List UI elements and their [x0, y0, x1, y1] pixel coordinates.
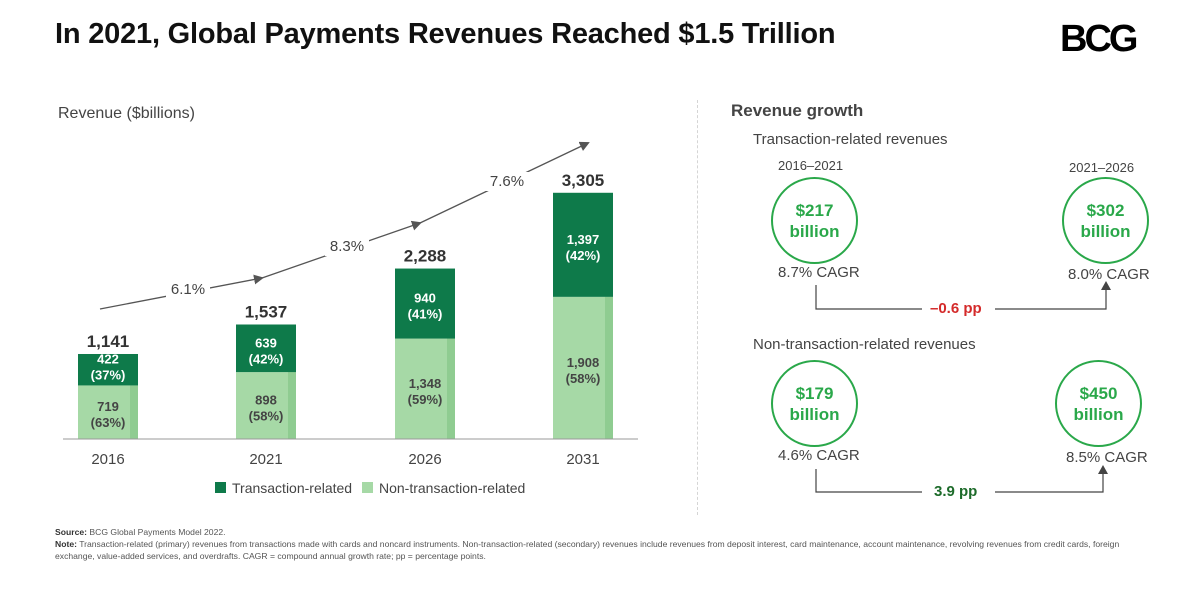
transaction-left-value: $217 — [795, 200, 834, 220]
label-total-2026: 2,288 — [404, 247, 447, 266]
legend-label-nontransaction: Non-transaction-related — [379, 480, 525, 496]
bcg-logo: BCG — [1060, 18, 1138, 60]
label-transaction-value-2016: 422 — [97, 352, 119, 367]
legend-swatch-nontransaction — [362, 482, 373, 493]
period-right: 2021–2026 — [1069, 160, 1135, 175]
label-transaction-share-2031: (42%) — [566, 248, 601, 263]
nontransaction-right-cagr: 8.5% CAGR — [1066, 449, 1148, 466]
label-nontransaction-value-2031: 1,908 — [567, 355, 600, 370]
x-tick-label-2016: 2016 — [91, 451, 124, 468]
transaction-right-cagr: 8.0% CAGR — [1068, 266, 1150, 283]
footnotes: Source: BCG Global Payments Model 2022. … — [55, 526, 1145, 562]
label-nontransaction-share-2031: (58%) — [566, 371, 601, 386]
x-tick-label-2026: 2026 — [408, 451, 441, 468]
bar-nontransaction-2021 — [236, 372, 296, 439]
page-title: In 2021, Global Payments Revenues Reache… — [55, 18, 836, 50]
nontransaction-left-cagr: 4.6% CAGR — [778, 447, 860, 464]
nontransaction-delta: 3.9 pp — [934, 483, 978, 500]
growth-label-bg-3 — [485, 172, 529, 191]
section-divider — [697, 100, 698, 515]
bar-transaction-2031 — [553, 192, 613, 297]
label-total-2016: 1,141 — [87, 332, 130, 351]
x-tick-label-2031: 2031 — [566, 451, 599, 468]
bar-transaction-2026 — [395, 268, 455, 339]
nontransaction-left-circle: $179 billion — [771, 360, 858, 447]
growth-label-bg-1 — [166, 280, 210, 299]
bar-nontransaction-shade-2016 — [130, 385, 138, 439]
label-transaction-share-2026: (41%) — [408, 307, 443, 322]
label-total-2031: 3,305 — [562, 171, 605, 190]
label-nontransaction-value-2016: 719 — [97, 399, 119, 414]
label-transaction-share-2016: (37%) — [91, 368, 126, 383]
nontransaction-right-unit: billion — [1073, 404, 1124, 424]
x-tick-label-2021: 2021 — [249, 451, 282, 468]
label-nontransaction-share-2021: (58%) — [249, 409, 284, 424]
bar-nontransaction-shade-2021 — [288, 372, 296, 439]
label-total-2021: 1,537 — [245, 302, 288, 321]
bar-nontransaction-2031 — [553, 296, 613, 439]
bar-nontransaction-2026 — [395, 338, 455, 439]
growth-label-3: 7.6% — [490, 173, 524, 190]
label-transaction-value-2031: 1,397 — [567, 232, 600, 247]
transaction-left-unit: billion — [789, 221, 840, 241]
source-note: Source: BCG Global Payments Model 2022. — [55, 526, 1145, 538]
nontransaction-right-circle: $450 billion — [1055, 360, 1142, 447]
label-transaction-value-2026: 940 — [414, 291, 436, 306]
bar-nontransaction-shade-2031 — [605, 296, 613, 439]
bar-transaction-2016 — [78, 353, 138, 386]
source-label: Source: — [55, 527, 87, 537]
note-label: Note: — [55, 539, 77, 549]
growth-label-1: 6.1% — [171, 281, 205, 298]
nontransaction-left-unit: billion — [789, 404, 840, 424]
nontransaction-delta-connector — [815, 465, 1108, 493]
label-transaction-value-2021: 639 — [255, 335, 277, 350]
transaction-left-cagr: 8.7% CAGR — [778, 264, 860, 281]
stacked-bar-chart: Revenue ($billions) 719(63%) 422(37%) 1,14… — [58, 105, 638, 496]
bar-transaction-2021 — [236, 324, 296, 373]
y-axis-label: Revenue ($billions) — [58, 105, 195, 122]
label-nontransaction-value-2026: 1,348 — [409, 376, 442, 391]
label-nontransaction-share-2016: (63%) — [91, 415, 126, 430]
transaction-right-circle: $302 billion — [1062, 177, 1149, 264]
growth-heading: Revenue growth — [731, 101, 864, 120]
transaction-right-unit: billion — [1080, 221, 1131, 241]
note: Note: Transaction-related (primary) reve… — [55, 538, 1145, 562]
legend-swatch-transaction — [215, 482, 226, 493]
transaction-delta: –0.6 pp — [930, 300, 982, 317]
transaction-delta-connector — [815, 281, 1111, 310]
transaction-right-value: $302 — [1086, 200, 1125, 220]
note-text: Transaction-related (primary) revenues f… — [55, 539, 1120, 561]
growth-label-bg-2 — [325, 237, 369, 256]
nontransaction-left-value: $179 — [795, 383, 834, 403]
nontransaction-growth-title: Non-transaction-related revenues — [753, 336, 976, 353]
growth-label-2: 8.3% — [330, 238, 364, 255]
bar-nontransaction-2016 — [78, 385, 138, 439]
bar-nontransaction-shade-2026 — [447, 338, 455, 439]
label-nontransaction-value-2021: 898 — [255, 393, 277, 408]
label-transaction-share-2021: (42%) — [249, 351, 284, 366]
transaction-left-circle: $217 billion — [771, 177, 858, 264]
transaction-growth-title: Transaction-related revenues — [753, 131, 948, 148]
nontransaction-right-value: $450 — [1079, 383, 1118, 403]
period-left: 2016–2021 — [778, 158, 844, 173]
source-text: BCG Global Payments Model 2022. — [89, 527, 226, 537]
label-nontransaction-share-2026: (59%) — [408, 392, 443, 407]
legend-label-transaction: Transaction-related — [232, 480, 352, 496]
